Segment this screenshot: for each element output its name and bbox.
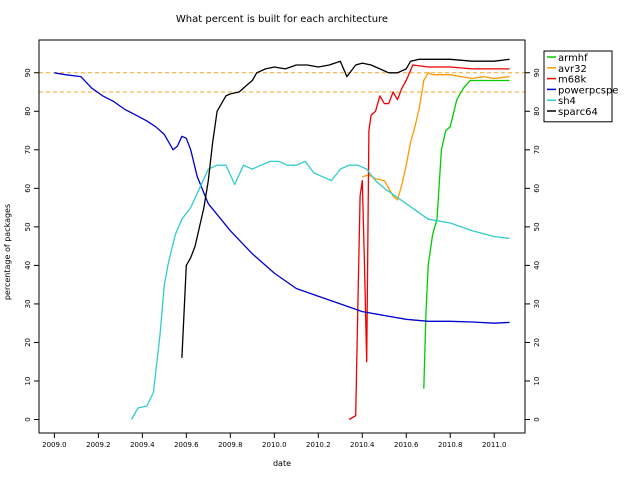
y-tick-label-right: 90 [533,68,541,77]
series-lines [54,58,510,421]
x-tick-label: 2011.0 [482,441,507,449]
chart-title: What percent is built for each architect… [176,14,388,25]
y-axis-right: 0 10 20 30 40 50 60 70 80 90 [525,68,541,422]
x-tick-label: 2010.6 [394,441,419,449]
y-tick-label-left: 30 [24,299,32,308]
series-line-sparc64 [181,58,510,358]
y-tick-label-left: 40 [24,261,32,270]
series-line-avr32 [362,72,510,201]
y-axis-left: 0 10 20 30 40 50 60 70 80 90 [24,68,39,422]
y-tick-label-right: 0 [533,417,541,421]
legend-label-sparc64: sparc64 [558,107,598,118]
x-tick-label: 2009.8 [218,441,243,449]
y-tick-label-right: 20 [533,338,541,347]
legend-box [543,50,613,123]
plot-frame [38,39,526,434]
y-tick-label-left: 80 [24,107,32,116]
x-tick-label: 2010.2 [306,441,331,449]
y-tick-label-left: 50 [24,222,32,231]
y-tick-label-right: 30 [533,299,541,308]
x-tick-label: 2009.0 [42,441,67,449]
y-tick-label-left: 10 [24,377,32,386]
y-tick-label-left: 90 [24,68,32,77]
legend-label-avr32: avr32 [558,64,587,75]
series-line-sh4 [130,160,510,420]
series-line-armhf [423,79,510,389]
series-line-m68k [348,64,510,421]
y-tick-label-left: 20 [24,338,32,347]
legend-label-powerpcspe: powerpcspe [558,85,618,96]
legend-label-m68k: m68k [558,75,586,86]
x-axis: 2009.0 2009.2 2009.4 2009.6 2009.8 2010.0 2010… [42,433,506,449]
y-tick-label-right: 70 [533,145,541,154]
x-tick-label: 2010.8 [438,441,463,449]
y-tick-label-right: 50 [533,222,541,231]
y-tick-label-left: 0 [24,417,32,421]
y-tick-label-right: 60 [533,184,541,193]
y-tick-label-left: 70 [24,145,32,154]
y-axis-title: percentage of packages [3,204,12,300]
x-tick-label: 2009.6 [174,441,199,449]
y-tick-label-right: 10 [533,377,541,386]
x-tick-label: 2010.4 [350,441,375,449]
y-tick-label-right: 80 [533,107,541,116]
legend-label-sh4: sh4 [558,96,576,107]
x-tick-label: 2009.4 [130,441,155,449]
y-tick-label-right: 40 [533,261,541,270]
y-tick-label-left: 60 [24,184,32,193]
x-tick-label: 2010.0 [262,441,287,449]
series-line-powerpcspe [54,72,510,324]
x-axis-title: date [273,459,291,468]
legend-label-armhf: armhf [558,53,588,64]
x-tick-label: 2009.2 [86,441,111,449]
